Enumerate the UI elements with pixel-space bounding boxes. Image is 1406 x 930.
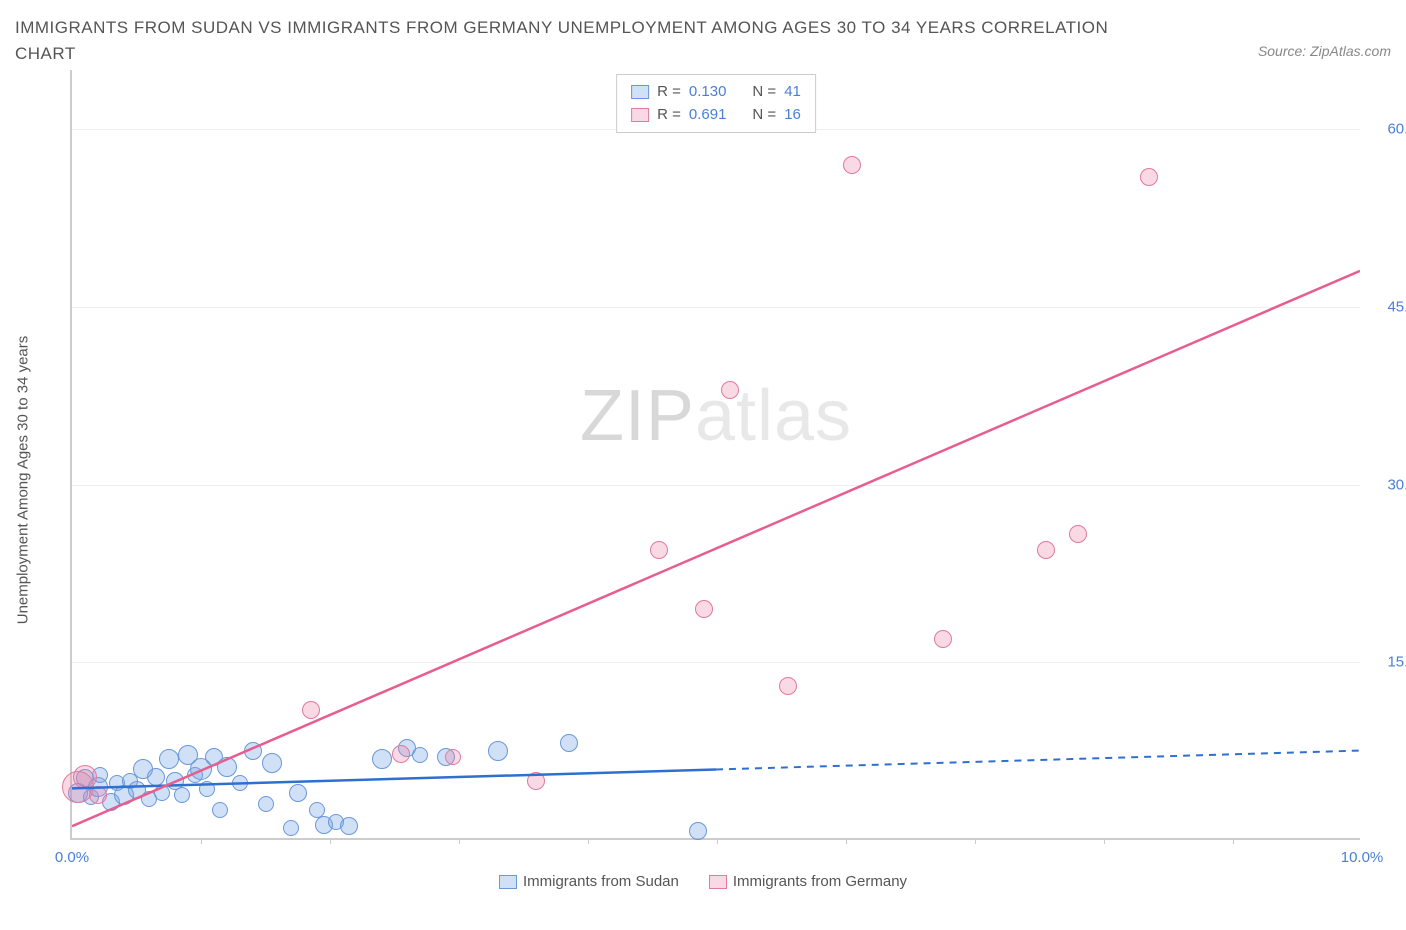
gridline-h xyxy=(72,307,1360,308)
gridline-h xyxy=(72,662,1360,663)
x-tick-mark xyxy=(717,838,718,844)
data-point xyxy=(445,749,461,765)
data-point xyxy=(650,541,668,559)
legend-stat-row: R =0.130N =41 xyxy=(631,81,801,104)
watermark: ZIPatlas xyxy=(580,375,852,457)
data-point xyxy=(695,600,713,618)
data-point xyxy=(721,381,739,399)
correlation-chart: Unemployment Among Ages 30 to 34 years R… xyxy=(15,70,1391,890)
data-point xyxy=(1069,525,1087,543)
data-point xyxy=(73,765,97,789)
data-point xyxy=(147,768,165,786)
trend-lines xyxy=(72,70,1360,838)
x-tick-mark xyxy=(588,838,589,844)
data-point xyxy=(843,156,861,174)
data-point xyxy=(262,753,282,773)
x-tick-mark xyxy=(459,838,460,844)
chart-title: IMMIGRANTS FROM SUDAN VS IMMIGRANTS FROM… xyxy=(15,15,1115,66)
data-point xyxy=(302,701,320,719)
legend-stats: R =0.130N =41R =0.691N =16 xyxy=(616,74,816,133)
data-point xyxy=(689,822,707,840)
x-tick-mark xyxy=(201,838,202,844)
data-point xyxy=(289,784,307,802)
x-tick-mark xyxy=(330,838,331,844)
data-point xyxy=(934,630,952,648)
data-point xyxy=(488,741,508,761)
y-tick-label: 15.0% xyxy=(1370,654,1406,671)
legend-stat-row: R =0.691N =16 xyxy=(631,104,801,127)
data-point xyxy=(244,742,262,760)
x-tick-mark xyxy=(975,838,976,844)
x-tick-mark xyxy=(846,838,847,844)
data-point xyxy=(560,734,578,752)
legend-series-item: Immigrants from Germany xyxy=(709,873,907,890)
x-tick-label: 0.0% xyxy=(55,849,89,866)
data-point xyxy=(217,757,237,777)
data-point xyxy=(392,745,410,763)
y-tick-label: 30.0% xyxy=(1370,476,1406,493)
data-point xyxy=(212,802,228,818)
y-tick-label: 60.0% xyxy=(1370,121,1406,138)
data-point xyxy=(174,787,190,803)
data-point xyxy=(779,677,797,695)
data-point xyxy=(340,817,358,835)
gridline-h xyxy=(72,485,1360,486)
data-point xyxy=(159,749,179,769)
data-point xyxy=(232,775,248,791)
plot-area: R =0.130N =41R =0.691N =16 ZIPatlas 15.0… xyxy=(70,70,1360,840)
y-tick-label: 45.0% xyxy=(1370,298,1406,315)
data-point xyxy=(1140,168,1158,186)
data-point xyxy=(89,786,107,804)
data-point xyxy=(283,820,299,836)
data-point xyxy=(412,747,428,763)
data-point xyxy=(527,772,545,790)
x-tick-mark xyxy=(1104,838,1105,844)
x-tick-mark xyxy=(1233,838,1234,844)
data-point xyxy=(199,781,215,797)
legend-series-item: Immigrants from Sudan xyxy=(499,873,679,890)
x-tick-label: 10.0% xyxy=(1341,849,1384,866)
source-attribution: Source: ZipAtlas.com xyxy=(1258,43,1391,59)
data-point xyxy=(372,749,392,769)
y-axis-label: Unemployment Among Ages 30 to 34 years xyxy=(15,336,32,625)
data-point xyxy=(258,796,274,812)
legend-series: Immigrants from Sudan Immigrants from Ger… xyxy=(15,873,1391,890)
data-point xyxy=(1037,541,1055,559)
